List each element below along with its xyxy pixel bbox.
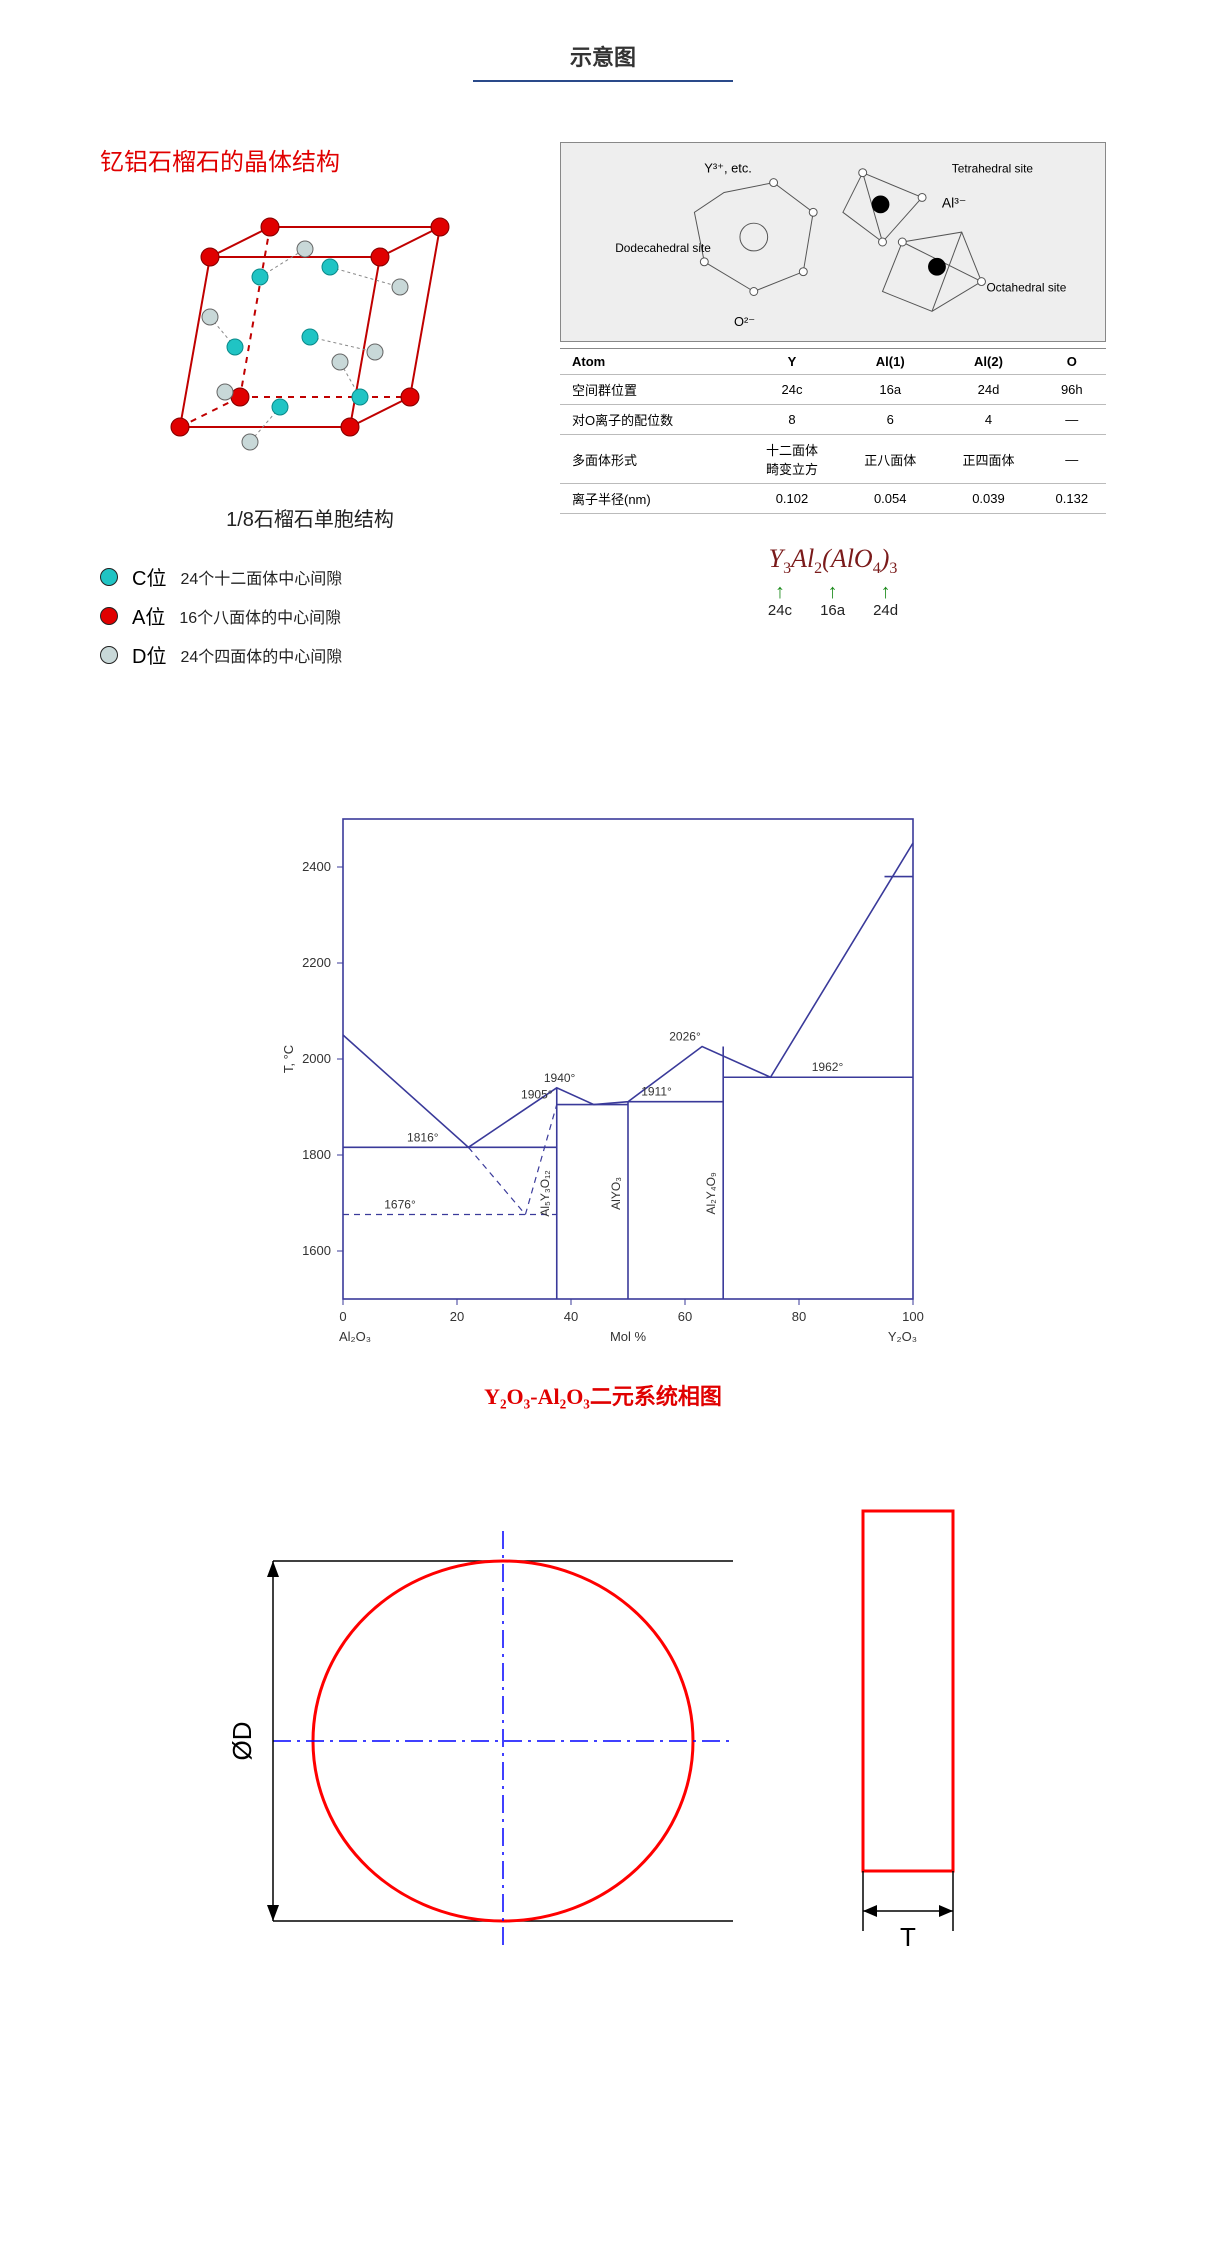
table-row: 多面体形式十二面体 畸变立方正八面体正四面体— xyxy=(560,435,1106,484)
svg-text:1600: 1600 xyxy=(302,1243,331,1258)
svg-text:AlYO₃: AlYO₃ xyxy=(609,1177,623,1210)
legend-label: D位 xyxy=(132,640,166,669)
table-cell: 离子半径(nm) xyxy=(560,484,743,514)
svg-text:1816°: 1816° xyxy=(407,1130,439,1144)
legend-desc: 24个十二面体中心间隙 xyxy=(180,565,342,589)
table-cell: 96h xyxy=(1038,375,1106,405)
atom-legend: C位 24个十二面体中心间隙 A位 16个八面体的中心间隙 D位 24个四面体的中心间隙 xyxy=(100,562,520,669)
svg-text:100: 100 xyxy=(902,1309,924,1324)
side-diagram: T xyxy=(823,1491,1003,1991)
svg-text:Al₂O₃: Al₂O₃ xyxy=(339,1329,371,1344)
legend-label: C位 xyxy=(132,562,166,591)
table-header: O xyxy=(1038,349,1106,375)
table-cell: 0.039 xyxy=(939,484,1037,514)
svg-text:1962°: 1962° xyxy=(812,1060,844,1074)
cube-caption: 1/8石榴石单胞结构 xyxy=(100,503,520,532)
unit-cell-diagram xyxy=(140,197,480,477)
formula-block: Y3Al2(AlO4)3 ↑24c ↑16a ↑24d xyxy=(560,544,1106,619)
svg-text:2000: 2000 xyxy=(302,1051,331,1066)
legend-dot xyxy=(100,607,118,625)
svg-text:1800: 1800 xyxy=(302,1147,331,1162)
legend-dot xyxy=(100,568,118,586)
crystal-section: 钇铝石榴石的晶体结构 1/8石榴石单胞结构 C位 24个十二面体中心间隙 A位 16个… xyxy=(100,142,1106,679)
table-header: Atom xyxy=(560,349,743,375)
table-cell: 0.102 xyxy=(743,484,841,514)
svg-text:T: T xyxy=(900,1922,916,1952)
legend-desc: 24个四面体的中心间隙 xyxy=(180,643,342,667)
table-cell: 正八面体 xyxy=(841,435,939,484)
table-cell: 正四面体 xyxy=(939,435,1037,484)
table-cell: 4 xyxy=(939,405,1037,435)
svg-text:Al₅Y₃O₁₂: Al₅Y₃O₁₂ xyxy=(538,1170,552,1217)
svg-text:2026°: 2026° xyxy=(669,1030,701,1044)
svg-text:2400: 2400 xyxy=(302,859,331,874)
table-header: Al(2) xyxy=(939,349,1037,375)
svg-text:2200: 2200 xyxy=(302,955,331,970)
svg-text:1911°: 1911° xyxy=(641,1085,672,1099)
table-cell: 24c xyxy=(743,375,841,405)
geometry-section: ØD T xyxy=(100,1491,1106,1991)
svg-text:20: 20 xyxy=(450,1309,464,1324)
table-cell: 0.054 xyxy=(841,484,939,514)
svg-text:60: 60 xyxy=(678,1309,692,1324)
table-cell: — xyxy=(1038,405,1106,435)
phase-section: 0 20 40 60 80 100 1600 1800 2000 2200 2400 Mol % Al₂… xyxy=(100,799,1106,1411)
formula-position: ↑16a xyxy=(820,582,845,619)
page-title: 示意图 xyxy=(473,40,733,82)
table-header: Al(1) xyxy=(841,349,939,375)
svg-text:Tetrahedral site: Tetrahedral site xyxy=(952,162,1034,176)
table-row: 对O离子的配位数864— xyxy=(560,405,1106,435)
formula: Y3Al2(AlO4)3 xyxy=(560,544,1106,578)
svg-text:Y₂O₃: Y₂O₃ xyxy=(888,1329,917,1344)
legend-dot xyxy=(100,646,118,664)
table-row: 空间群位置24c16a24d96h xyxy=(560,375,1106,405)
table-cell: 多面体形式 xyxy=(560,435,743,484)
legend-desc: 16个八面体的中心间隙 xyxy=(179,604,341,628)
table-cell: 16a xyxy=(841,375,939,405)
legend-label: A位 xyxy=(132,601,165,630)
svg-text:40: 40 xyxy=(564,1309,578,1324)
svg-text:0: 0 xyxy=(339,1309,346,1324)
legend-row: D位 24个四面体的中心间隙 xyxy=(100,640,520,669)
crystal-heading: 钇铝石榴石的晶体结构 xyxy=(100,142,520,177)
svg-text:Mol %: Mol % xyxy=(610,1329,647,1344)
svg-text:ØD: ØD xyxy=(227,1722,257,1761)
table-header: Y xyxy=(743,349,841,375)
table-cell: 空间群位置 xyxy=(560,375,743,405)
svg-text:Dodecahedral site: Dodecahedral site xyxy=(615,241,711,255)
legend-row: C位 24个十二面体中心间隙 xyxy=(100,562,520,591)
polyhedra-diagram: Y³⁺, etc. Al³⁻ O²⁻ Tetrahedral site Octahedr… xyxy=(560,142,1106,342)
table-cell: 6 xyxy=(841,405,939,435)
phase-diagram: 0 20 40 60 80 100 1600 1800 2000 2200 2400 Mol % Al₂… xyxy=(263,799,943,1359)
svg-text:Al³⁻: Al³⁻ xyxy=(942,194,966,210)
disc-diagram: ØD xyxy=(203,1511,763,1971)
svg-text:Al₂Y₄O₉: Al₂Y₄O₉ xyxy=(704,1172,718,1215)
table-row: 离子半径(nm)0.1020.0540.0390.132 xyxy=(560,484,1106,514)
legend-row: A位 16个八面体的中心间隙 xyxy=(100,601,520,630)
svg-text:80: 80 xyxy=(792,1309,806,1324)
svg-text:1905°: 1905° xyxy=(521,1088,553,1102)
phase-caption: Y₂O₃-Al₂O₃二元系统相图 xyxy=(100,1379,1106,1411)
table-cell: 8 xyxy=(743,405,841,435)
svg-text:Y³⁺, etc.: Y³⁺, etc. xyxy=(704,161,752,176)
svg-text:Octahedral site: Octahedral site xyxy=(986,281,1066,295)
table-cell: 0.132 xyxy=(1038,484,1106,514)
formula-position: ↑24d xyxy=(873,582,898,619)
table-cell: — xyxy=(1038,435,1106,484)
formula-position: ↑24c xyxy=(768,582,792,619)
svg-text:1940°: 1940° xyxy=(544,1071,576,1085)
table-cell: 24d xyxy=(939,375,1037,405)
svg-text:T, °C: T, °C xyxy=(281,1045,296,1073)
svg-text:O²⁻: O²⁻ xyxy=(734,314,755,329)
table-cell: 十二面体 畸变立方 xyxy=(743,435,841,484)
table-cell: 对O离子的配位数 xyxy=(560,405,743,435)
svg-text:1676°: 1676° xyxy=(384,1198,416,1212)
atom-table: AtomYAl(1)Al(2)O空间群位置24c16a24d96h对O离子的配位… xyxy=(560,348,1106,514)
